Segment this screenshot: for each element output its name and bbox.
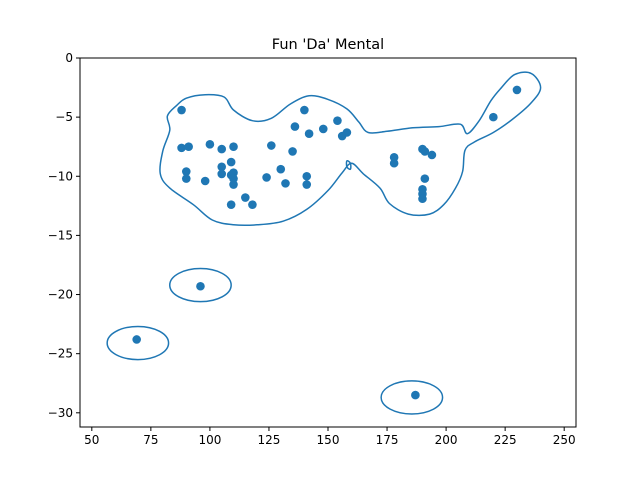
scatter-point [342,128,352,137]
scatter-point [302,171,312,181]
x-tick-label: 225 [494,433,517,447]
scatter-point [418,194,427,204]
contour-ring-2 [106,325,170,361]
contour-ring-1 [169,267,232,303]
x-tick-label: 125 [257,433,280,447]
scatter-point [217,169,227,179]
y-axis: 0 −5 −10 −15 −20 −25 −30 [48,51,80,420]
scatter-point [229,168,238,178]
plot-area [106,71,542,415]
x-axis: 50 75 100 125 150 175 200 225 250 [84,427,576,447]
scatter-point [200,176,210,186]
scatter-point [241,193,250,202]
scatter-point [489,112,498,122]
axes-frame [79,57,577,428]
scatter-point [290,122,300,131]
scatter-point [304,129,314,138]
y-tick-label: −10 [48,169,73,183]
scatter-point [205,140,215,149]
x-tick-label: 50 [84,433,99,447]
x-tick-label: 150 [317,433,340,447]
y-tick-label: −25 [48,347,73,361]
scatter-point [420,174,430,183]
contour-small-artifact [345,160,352,171]
x-tick-label: 100 [198,433,221,447]
scatter-point [181,167,191,176]
scatter-point [196,281,205,291]
scatter-point [177,105,186,115]
scatter-point [229,142,238,152]
scatter-point [389,153,399,162]
x-tick-label: 175 [376,433,399,447]
scatter-point [288,147,297,156]
scatter-point [226,157,236,167]
scatter-point [132,335,141,344]
x-tick-label: 250 [553,433,576,447]
y-tick-label: 0 [65,51,73,65]
y-tick-label: −30 [48,406,73,420]
x-tick-label: 200 [435,433,458,447]
scatter-point [302,180,312,189]
scatter-point [427,150,437,160]
scatter-point [333,116,342,125]
contour-ring-3 [380,380,444,415]
scatter-point [411,390,420,400]
scatter-point [181,174,191,183]
scatter-point [420,147,430,156]
chart-title: Fun 'Da' Mental [272,37,384,53]
scatter-point [267,141,276,150]
scatter-point [226,200,236,209]
x-tick-label: 75 [143,433,158,447]
scatter-point [262,173,271,182]
contour-main-region [159,71,542,227]
scatter-point [248,200,257,209]
y-tick-label: −15 [48,228,73,242]
scatter-point [217,144,227,154]
y-tick-label: −20 [48,288,73,302]
scatter-point [389,158,399,168]
scatter-point [184,142,193,152]
scatter-point [229,174,238,183]
scatter-point [177,143,186,153]
scatter-point [512,85,522,95]
scatter-point [318,124,328,134]
scatter-point [300,105,309,115]
scatter-point [217,162,227,172]
scatter-point [276,164,286,174]
y-tick-label: −5 [55,110,73,124]
scatter-point [229,180,238,189]
scatter-point [281,179,290,188]
